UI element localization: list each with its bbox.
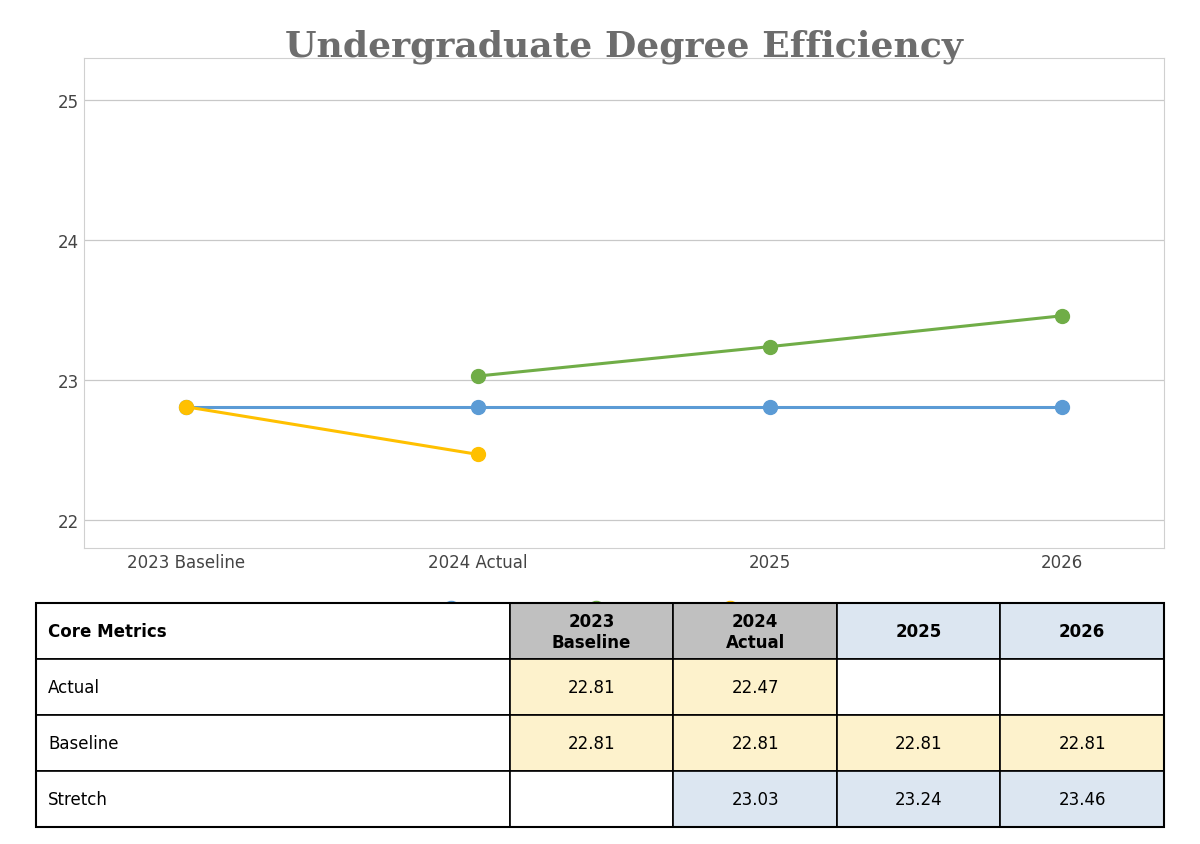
Text: 22.81: 22.81 [731, 734, 779, 752]
Text: 2026: 2026 [1060, 622, 1105, 641]
Text: 23.24: 23.24 [895, 790, 942, 809]
Text: Actual: Actual [48, 679, 100, 696]
Text: 22.81: 22.81 [1058, 734, 1106, 752]
Text: 22.47: 22.47 [731, 679, 779, 696]
Text: 2025: 2025 [895, 622, 942, 641]
Text: 22.81: 22.81 [568, 679, 616, 696]
Text: Undergraduate Degree Efficiency: Undergraduate Degree Efficiency [286, 30, 962, 64]
Text: 2024
Actual: 2024 Actual [726, 612, 785, 651]
Text: 2023
Baseline: 2023 Baseline [552, 612, 631, 651]
Text: Baseline: Baseline [48, 734, 119, 752]
Text: 23.03: 23.03 [731, 790, 779, 809]
Text: 22.81: 22.81 [568, 734, 616, 752]
Text: Core Metrics: Core Metrics [48, 622, 167, 641]
Legend: Baseline, Stretch, Actual: Baseline, Stretch, Actual [426, 595, 822, 628]
Text: 23.46: 23.46 [1058, 790, 1106, 809]
Text: Stretch: Stretch [48, 790, 108, 809]
Text: 22.81: 22.81 [895, 734, 942, 752]
